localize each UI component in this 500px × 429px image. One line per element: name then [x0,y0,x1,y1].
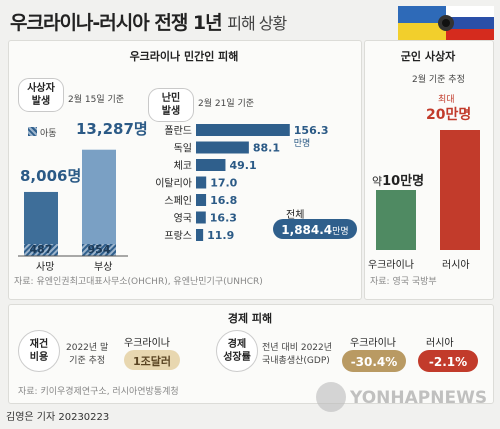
growth-russia-label: 러시아 [426,338,454,349]
casualties-date: 2월 15일 기준 [68,95,125,105]
death-label: 사망 [36,262,55,273]
refugee-value-6: 11.9 [207,229,234,242]
injury-label: 부상 [94,262,113,273]
growth-ukraine-badge: -30.4% [342,350,406,372]
russia-military-value: 20만명 [426,107,472,123]
title-main: 우크라이나-러시아 전쟁 1년 [10,12,223,34]
refugee-value-3: 17.0 [210,177,237,190]
casualty-bar-1 [82,149,116,256]
ukraine-military-prefix: 약 [372,175,383,188]
military-header: 군인 사상자 [400,50,456,63]
economy-header: 경제 피해 [227,312,273,325]
refugee-country-2: 체코 [174,160,192,172]
casualty-child-value-1: 954 [88,243,111,256]
growth-ukraine-label: 우크라이나 [350,338,396,349]
watermark: YONHAPNEWS [350,388,488,408]
refugee-bar-3 [196,176,207,189]
injury-total: 13,287명 [76,120,148,138]
refugees-date: 2월 21일 기준 [198,99,255,109]
refugee-bar-2 [196,159,226,171]
refugee-bar-6 [196,229,204,241]
child-legend-label: 아동 [40,129,57,139]
russia-military-prefix: 최대 [438,95,455,105]
civilian-source: 자료: 유엔인권최고대표사무소(OHCHR), 유엔난민기구(UNHCR) [14,277,263,287]
refugees-total-badge: 1,884.4만명 [273,219,357,239]
refugee-value-0: 156.3 [294,124,329,137]
rebuild-value: 1조달러 [132,355,171,368]
military-bar-0 [376,190,416,250]
child-legend-icon [28,127,37,136]
refugee-country-5: 영국 [174,213,192,225]
rebuild-country: 우크라이나 [124,338,170,349]
ukraine-military-label: 우크라이나 [368,260,414,271]
growth-russia-value: -2.1% [428,355,468,369]
military-chart [376,130,480,250]
civilian-header: 우크라이나 민간인 피해 [129,50,239,63]
growth-russia-badge: -2.1% [418,350,478,372]
refugee-value-2: 49.1 [229,159,256,172]
casualty-child-bar-0 [24,244,58,256]
refugees-label: 난민 발생 [148,88,194,122]
economy-source: 자료: 키이우경제연구소, 러시아연방통계청 [18,387,179,397]
refugee-bar-5 [196,211,206,224]
title-sub: 피해 상황 [227,14,287,33]
refugees-chart: 폴란드 156.3만명 독일 88.1 체코 49.1 이탈리아 17.0 스페인 16.8 영국 1… [155,124,329,242]
casualties-label: 사상자 발생 [18,78,64,112]
death-total: 8,006명 [20,167,82,185]
casualty-child-value-0: 487 [30,243,53,256]
refugee-bar-1 [196,141,249,154]
page-title: 우크라이나-러시아 전쟁 1년 피해 상황 [10,8,287,35]
refugee-value-4: 16.8 [210,194,237,207]
military-date: 2월 기준 추정 [412,75,465,85]
refugee-country-3: 이탈리아 [155,177,192,190]
refugee-country-0: 폴란드 [164,125,192,137]
credit: 김영은 기자 20230223 [6,412,110,423]
rebuild-note: 2022년 말 기준 추정 [66,343,109,366]
casualty-child-bar-1 [82,244,116,256]
growth-note: 전년 대비 2022년 국내총생산(GDP) [262,343,333,366]
refugee-unit: 만명 [294,138,311,149]
growth-label: 경제 성장률 [216,330,258,372]
refugee-country-6: 프랑스 [164,230,192,242]
military-source: 자료: 영국 국방부 [370,277,437,287]
rebuild-value-badge: 1조달러 [124,350,180,370]
refugees-total-label: 전체 [286,210,305,221]
refugees-total-value: 1,884.4 [281,223,333,237]
yonhap-logo [316,382,346,412]
military-bar-1 [440,130,480,250]
civilian-panel [8,40,362,300]
refugee-bar-4 [196,194,207,206]
refugee-bar-0 [196,124,290,136]
ukraine-military-number: 10만명 [382,174,425,189]
rebuild-label: 재건 비용 [18,330,60,372]
growth-ukraine-value: -30.4% [350,355,398,369]
refugee-country-1: 독일 [174,143,192,155]
casualties-chart: 487 954 [18,149,128,257]
refugee-country-4: 스페인 [164,195,192,207]
refugee-value-5: 16.3 [210,212,237,225]
flag-illustration [398,6,494,40]
refugees-total-unit: 만명 [332,227,349,237]
refugee-value-1: 88.1 [253,142,280,155]
ukraine-military-value: 약10만명 [372,170,424,189]
russia-military-label: 러시아 [442,260,470,271]
